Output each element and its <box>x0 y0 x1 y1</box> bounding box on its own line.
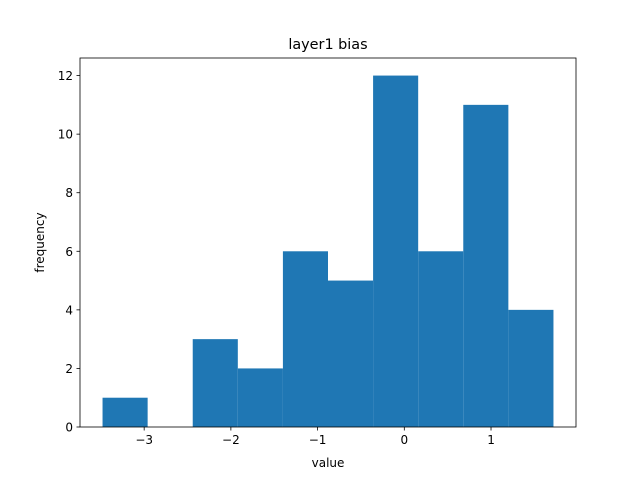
y-tick-label: 12 <box>58 69 73 83</box>
histogram-bar-6 <box>373 75 419 428</box>
y-tick-label: 10 <box>58 128 73 142</box>
x-tick-label: −2 <box>222 433 240 447</box>
plot-frame <box>79 57 577 428</box>
histogram-bar-7 <box>418 251 464 427</box>
y-tick-label: 4 <box>65 303 73 317</box>
x-tick-label: 0 <box>400 433 408 447</box>
histogram-bar-9 <box>508 309 554 427</box>
histogram-bar-2 <box>192 339 238 427</box>
histogram-bar-0 <box>102 397 148 427</box>
x-axis-label: value <box>312 456 345 470</box>
y-tick-label: 6 <box>65 245 73 259</box>
y-tick-label: 2 <box>65 362 73 376</box>
chart-title: layer1 bias <box>288 37 367 53</box>
x-axis-ticks: −3 −2 −1 0 1 <box>135 427 495 447</box>
y-axis-label: frequency <box>33 212 47 272</box>
x-tick-label: 1 <box>487 433 495 447</box>
histogram-bar-5 <box>328 280 374 427</box>
bars-group <box>102 75 554 428</box>
x-tick-label: −1 <box>309 433 327 447</box>
histogram-bar-8 <box>463 104 509 427</box>
y-tick-label: 8 <box>65 186 73 200</box>
histogram-bar-3 <box>237 368 283 427</box>
y-tick-label: 0 <box>65 421 73 435</box>
histogram-bar-4 <box>282 251 328 427</box>
x-tick-label: −3 <box>135 433 153 447</box>
y-axis-ticks: 0 2 4 6 8 10 12 <box>58 69 80 435</box>
